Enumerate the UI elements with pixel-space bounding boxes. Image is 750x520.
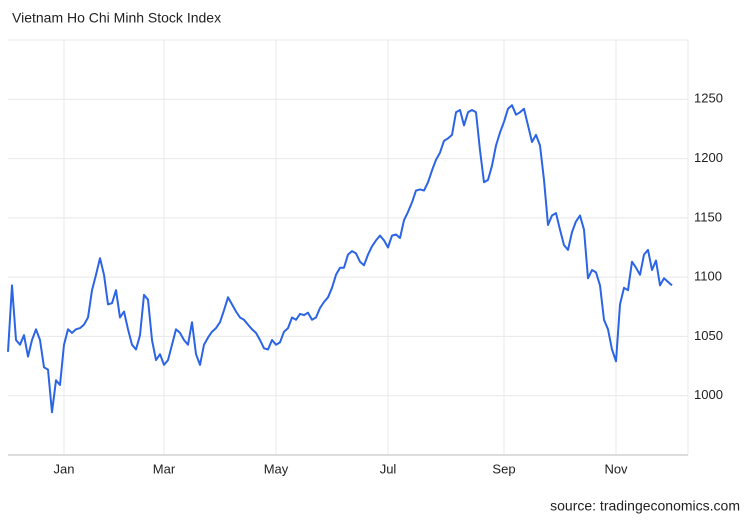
x-tick-label: Jul [380, 461, 397, 476]
x-tick-label: Nov [604, 461, 628, 476]
chart-title: Vietnam Ho Chi Minh Stock Index [12, 10, 221, 26]
y-tick-label: 1150 [694, 209, 722, 224]
x-tick-label: Sep [492, 461, 515, 476]
source-note: source: tradingeconomics.com [550, 498, 740, 514]
y-tick-label: 1100 [694, 269, 722, 284]
y-tick-label: 1000 [694, 387, 723, 402]
y-tick-label: 1050 [694, 328, 723, 343]
y-tick-label: 1200 [694, 150, 723, 165]
data-line [7, 104, 673, 414]
y-tick-label: 1250 [694, 91, 723, 106]
x-tick-label: May [264, 461, 289, 476]
x-tick-label: Mar [153, 461, 176, 476]
x-tick-label: Jan [54, 461, 75, 476]
